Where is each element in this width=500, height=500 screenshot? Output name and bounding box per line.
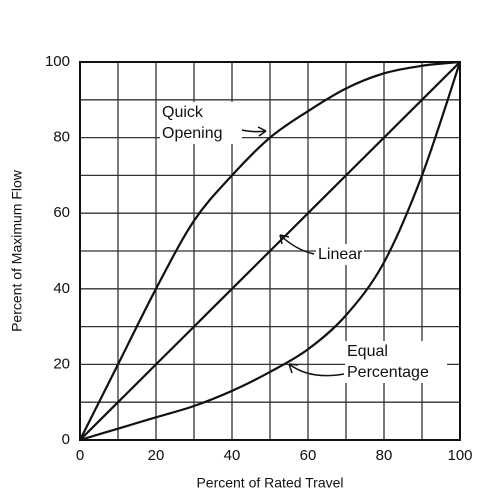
x-tick-label: 0	[76, 447, 84, 464]
series-line	[79, 61, 462, 442]
annotation-arrow	[288, 363, 345, 377]
series-line	[79, 60, 461, 441]
y-tick-label: 40	[53, 280, 70, 297]
y-axis-label: Percent of Maximum Flow	[9, 169, 25, 332]
y-tick-label: 60	[53, 204, 70, 221]
annotation-label: Quick Opening	[160, 102, 242, 144]
series-line	[79, 61, 461, 441]
y-tick-label: 80	[53, 129, 70, 146]
arrow-head	[288, 363, 299, 374]
arrow-head	[279, 234, 290, 245]
annotation-arrow	[279, 234, 315, 255]
arrow-head	[257, 126, 267, 137]
x-axis-label: Percent of Rated Travel	[196, 475, 343, 491]
x-tick-label: 60	[300, 447, 317, 464]
x-tick-label: 100	[447, 447, 472, 464]
y-tick-label: 0	[62, 431, 70, 448]
annotation-label: Linear	[316, 244, 365, 265]
x-tick-label: 40	[224, 447, 241, 464]
y-tick-label: 100	[45, 53, 70, 70]
plot-frame	[79, 61, 461, 441]
x-tick-label: 20	[148, 447, 165, 464]
annotation-label: Equal Percentage	[345, 341, 447, 383]
y-tick-label: 20	[53, 355, 70, 372]
x-tick-label: 80	[376, 447, 393, 464]
